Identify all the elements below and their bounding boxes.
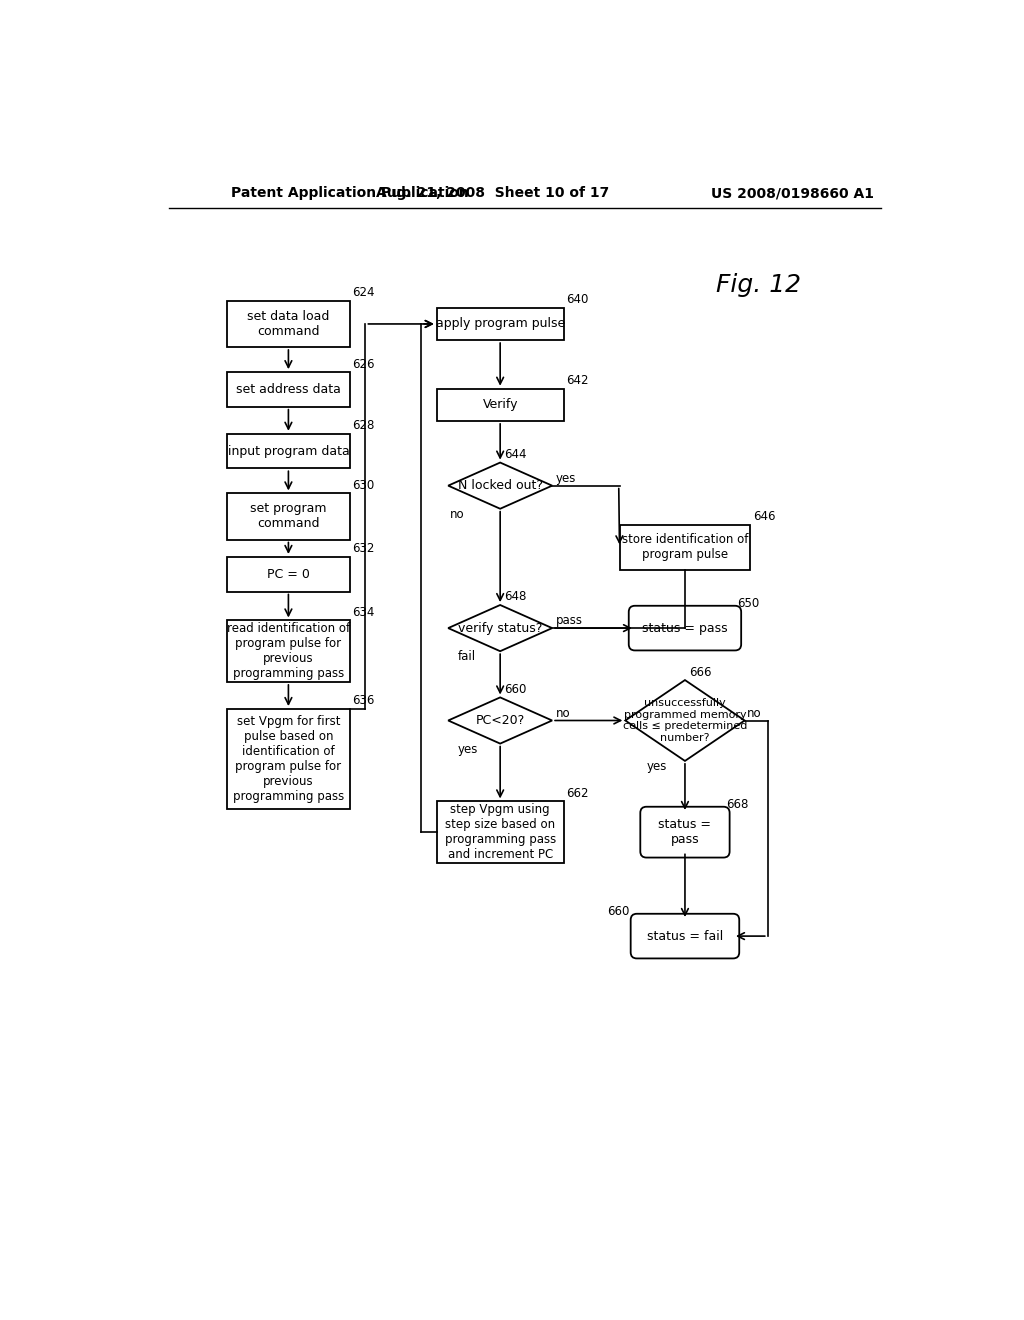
FancyBboxPatch shape (226, 709, 350, 809)
FancyBboxPatch shape (226, 620, 350, 682)
Text: 628: 628 (352, 420, 375, 432)
Text: no: no (451, 508, 465, 521)
Text: Aug. 21, 2008  Sheet 10 of 17: Aug. 21, 2008 Sheet 10 of 17 (376, 186, 609, 201)
Text: PC<20?: PC<20? (475, 714, 524, 727)
FancyBboxPatch shape (226, 434, 350, 469)
Text: unsuccessfully
programmed memory
cells ≤ predetermined
number?: unsuccessfully programmed memory cells ≤… (623, 698, 748, 743)
Text: 660: 660 (607, 906, 630, 919)
Polygon shape (449, 605, 552, 651)
Text: yes: yes (458, 743, 478, 756)
FancyBboxPatch shape (436, 801, 563, 863)
Text: Patent Application Publication: Patent Application Publication (230, 186, 468, 201)
Text: 660: 660 (504, 682, 526, 696)
Text: status = pass: status = pass (642, 622, 728, 635)
Text: input program data: input program data (227, 445, 349, 458)
Text: 642: 642 (566, 374, 589, 387)
Text: 636: 636 (352, 694, 375, 708)
Text: status =
pass: status = pass (658, 818, 712, 846)
Text: set data load
command: set data load command (247, 310, 330, 338)
Text: 646: 646 (753, 511, 775, 524)
Text: 626: 626 (352, 358, 375, 371)
Text: 668: 668 (726, 799, 749, 812)
Text: Fig. 12: Fig. 12 (716, 273, 801, 297)
Text: 624: 624 (352, 286, 375, 300)
FancyBboxPatch shape (226, 301, 350, 347)
Text: 648: 648 (504, 590, 526, 603)
Polygon shape (449, 697, 552, 743)
FancyBboxPatch shape (436, 388, 563, 421)
Text: 632: 632 (352, 543, 375, 556)
Text: apply program pulse: apply program pulse (435, 317, 565, 330)
Text: yes: yes (556, 471, 577, 484)
Text: 630: 630 (352, 479, 375, 492)
Text: set program
command: set program command (250, 503, 327, 531)
Text: status = fail: status = fail (647, 929, 723, 942)
FancyBboxPatch shape (226, 372, 350, 407)
Polygon shape (449, 462, 552, 508)
Text: set Vpgm for first
pulse based on
identification of
program pulse for
previous
p: set Vpgm for first pulse based on identi… (232, 715, 344, 803)
Text: set address data: set address data (236, 383, 341, 396)
Text: read identification of
program pulse for
previous
programming pass: read identification of program pulse for… (227, 622, 350, 680)
Text: step Vpgm using
step size based on
programming pass
and increment PC: step Vpgm using step size based on progr… (444, 803, 556, 861)
FancyBboxPatch shape (629, 606, 741, 651)
Text: verify status?: verify status? (458, 622, 543, 635)
Text: no: no (556, 706, 570, 719)
Text: Verify: Verify (482, 399, 518, 412)
Text: store identification of
program pulse: store identification of program pulse (622, 533, 749, 561)
Text: 650: 650 (737, 598, 760, 610)
Text: 666: 666 (689, 665, 712, 678)
Text: PC = 0: PC = 0 (267, 568, 310, 581)
Text: no: no (746, 706, 762, 719)
Text: US 2008/0198660 A1: US 2008/0198660 A1 (712, 186, 874, 201)
Polygon shape (626, 680, 744, 760)
Text: 662: 662 (566, 787, 589, 800)
FancyBboxPatch shape (631, 913, 739, 958)
FancyBboxPatch shape (620, 525, 751, 570)
FancyBboxPatch shape (226, 494, 350, 540)
FancyBboxPatch shape (226, 557, 350, 591)
FancyBboxPatch shape (436, 308, 563, 341)
Text: 644: 644 (504, 447, 526, 461)
Text: fail: fail (458, 651, 476, 664)
Text: 634: 634 (352, 606, 375, 619)
Text: 640: 640 (566, 293, 589, 306)
Text: pass: pass (556, 614, 583, 627)
FancyBboxPatch shape (640, 807, 730, 858)
Text: N locked out?: N locked out? (458, 479, 543, 492)
Text: yes: yes (646, 760, 667, 774)
